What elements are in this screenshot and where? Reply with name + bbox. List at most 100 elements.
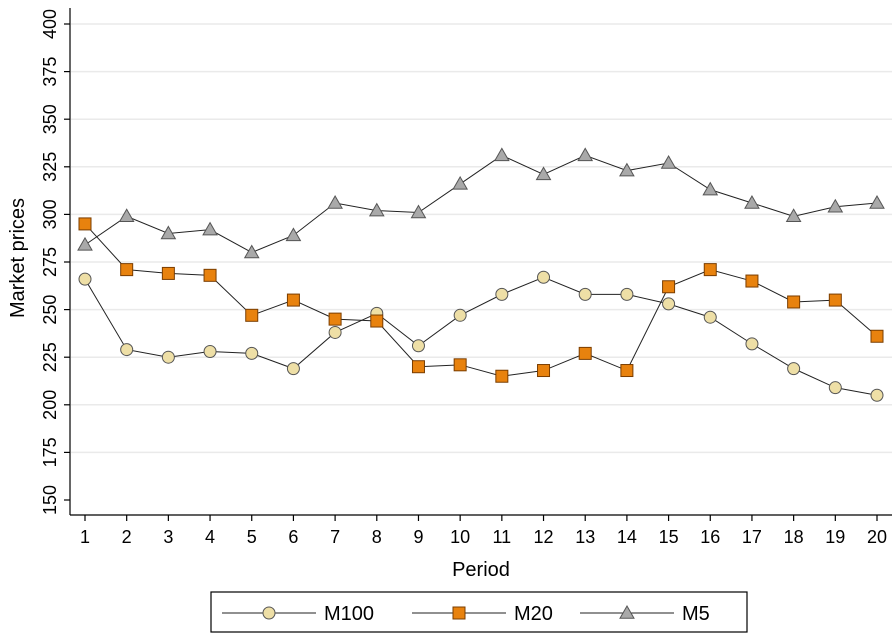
series-line	[84, 154, 878, 254]
x-tick-label: 1	[80, 527, 90, 547]
x-tick-label: 4	[205, 527, 215, 547]
data-point	[120, 263, 134, 277]
x-tick-label: 15	[659, 527, 679, 547]
data-point	[787, 295, 801, 309]
data-point	[160, 225, 177, 240]
y-tick-label: 375	[40, 57, 60, 87]
x-tick-label: 6	[288, 527, 298, 547]
x-axis-label: Period	[452, 559, 510, 581]
data-point	[203, 268, 217, 282]
data-point	[785, 208, 802, 223]
data-point	[78, 217, 92, 231]
legend-label: M100	[324, 603, 374, 625]
legend-swatch-marker	[619, 604, 635, 619]
data-point	[578, 346, 592, 360]
x-tick-label: 5	[247, 527, 257, 547]
x-tick-label: 3	[163, 527, 173, 547]
x-tick-label: 2	[122, 527, 132, 547]
legend-swatch-marker	[452, 606, 466, 620]
data-point	[828, 293, 842, 307]
data-point	[410, 204, 427, 219]
data-point	[620, 287, 634, 301]
x-tick-label: 11	[492, 527, 511, 547]
x-tick-label: 8	[372, 527, 382, 547]
data-point	[787, 362, 801, 376]
data-point	[577, 147, 594, 162]
series-line	[84, 276, 878, 396]
data-point	[202, 221, 218, 236]
data-point	[370, 314, 384, 328]
data-point	[77, 236, 93, 251]
data-point	[78, 272, 92, 286]
x-tick-label: 7	[330, 527, 340, 547]
y-tick-label: 200	[40, 390, 60, 420]
x-tick-label: 20	[867, 527, 887, 547]
data-point	[745, 274, 759, 288]
x-tick-label: 13	[575, 527, 595, 547]
data-point	[620, 364, 634, 378]
data-point	[453, 308, 467, 322]
data-point	[493, 147, 510, 162]
data-point	[368, 202, 385, 217]
data-point	[660, 154, 677, 169]
y-tick-label: 150	[40, 485, 60, 515]
y-tick-label: 350	[40, 104, 60, 134]
legend: M100 M20 M5	[210, 591, 748, 633]
y-tick-label: 275	[40, 247, 60, 277]
grid-lines	[71, 23, 892, 454]
data-point	[870, 388, 884, 402]
y-tick-label: 400	[40, 9, 60, 39]
data-point	[118, 208, 135, 223]
data-point	[869, 194, 885, 209]
series-line	[84, 223, 878, 377]
data-point	[537, 364, 551, 378]
series-layer	[77, 147, 885, 402]
data-point	[245, 346, 259, 360]
data-point	[744, 194, 760, 209]
legend-swatch-marker	[262, 606, 276, 620]
x-tick-label: 18	[784, 527, 804, 547]
data-point	[245, 308, 259, 322]
data-point	[327, 194, 343, 209]
data-point	[286, 362, 300, 376]
x-tick-label: 12	[534, 527, 554, 547]
data-point	[328, 325, 342, 339]
data-point	[827, 198, 844, 213]
data-point	[578, 287, 592, 301]
y-tick-label: 250	[40, 295, 60, 325]
data-point	[703, 310, 717, 324]
data-point	[745, 337, 759, 351]
x-tick-label: 14	[617, 527, 637, 547]
x-tick-label: 19	[825, 527, 845, 547]
data-point	[411, 360, 425, 374]
data-point	[495, 287, 509, 301]
y-tick-label: 300	[40, 199, 60, 229]
data-point	[662, 280, 676, 294]
legend-box	[210, 591, 748, 633]
y-tick-label: 175	[40, 437, 60, 467]
series-m100	[78, 270, 884, 402]
data-point	[161, 266, 175, 280]
data-point	[161, 350, 175, 364]
data-point	[535, 166, 552, 181]
series-m5	[77, 147, 885, 259]
data-point	[203, 344, 217, 358]
data-point	[286, 293, 300, 307]
x-tick-label: 17	[742, 527, 762, 547]
legend-label: M20	[514, 603, 553, 625]
data-point	[328, 312, 342, 326]
x-tick-label: 9	[413, 527, 423, 547]
data-point	[537, 270, 551, 284]
data-point	[703, 263, 717, 277]
y-tick-label: 325	[40, 152, 60, 182]
data-point	[828, 381, 842, 395]
legend-label: M5	[682, 603, 710, 625]
data-point	[452, 175, 469, 190]
series-m20	[78, 217, 884, 383]
data-point	[619, 162, 635, 177]
data-point	[285, 227, 302, 242]
x-tick-label: 10	[450, 527, 470, 547]
